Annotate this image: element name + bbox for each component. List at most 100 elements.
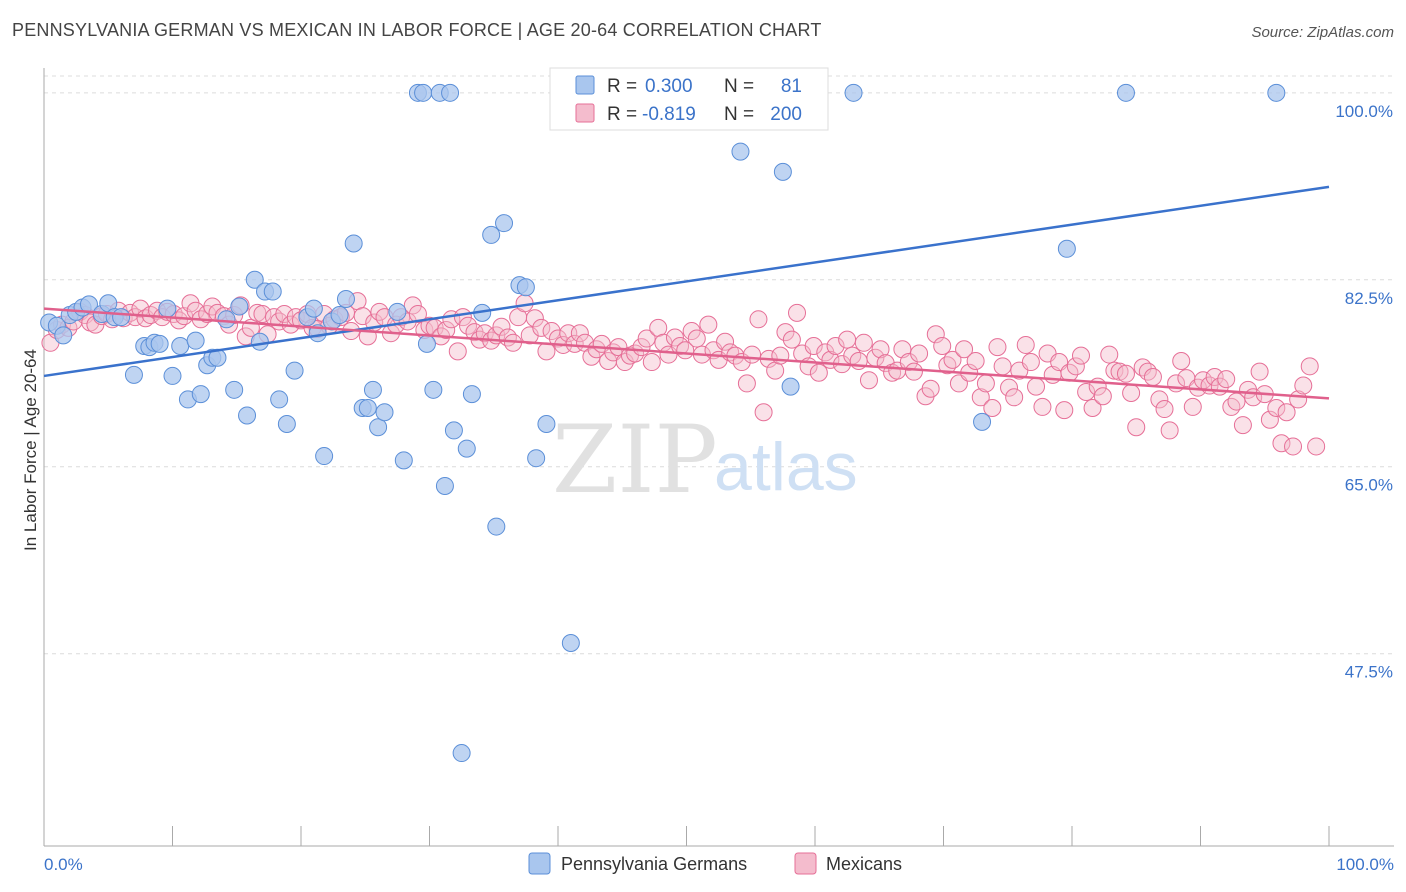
mexicans-point: [859, 371, 878, 390]
mexicans-point: [976, 374, 995, 393]
mexicans-point: [871, 340, 890, 359]
mexicans-point: [955, 340, 974, 359]
mexicans-point: [1000, 378, 1019, 397]
pennsylvania-germans-point: [457, 439, 476, 458]
mexicans-point: [904, 362, 923, 381]
mexicans-point: [1294, 376, 1313, 395]
mexicans-point: [459, 316, 478, 335]
pennsylvania-germans-point: [191, 385, 210, 404]
mexicans-point: [1150, 390, 1169, 409]
pennsylvania-germans-point: [163, 366, 182, 385]
mexicans-point: [248, 303, 267, 322]
mexicans-point: [1083, 398, 1102, 417]
mexicans-point: [637, 329, 656, 348]
pennsylvania-germans-point: [1267, 83, 1286, 102]
pennsylvania-germans-point: [1057, 239, 1076, 258]
pennsylvania-germans-points: [40, 83, 1286, 763]
mexicans-point: [1277, 403, 1296, 422]
mexicans-point: [1155, 400, 1174, 419]
legend-r-value-pink: -0.819: [642, 104, 696, 125]
mexicans-point: [776, 323, 795, 342]
mexicans-point: [809, 363, 828, 382]
legend-n-label-pink: N =: [724, 104, 754, 125]
pennsylvania-germans-point: [217, 310, 236, 329]
mexicans-point: [1027, 377, 1046, 396]
legend-n-value-pink: 200: [770, 104, 802, 125]
mexicans-point: [754, 403, 773, 422]
legend-label-mexicans: Mexicans: [826, 854, 902, 874]
pennsylvania-germans-point: [158, 299, 177, 318]
trend-lines: [43, 185, 1330, 400]
mexicans-point: [926, 325, 945, 344]
mexicans-point: [983, 398, 1002, 417]
mexicans-point: [943, 350, 962, 369]
y-tick-label: 65.0%: [1345, 476, 1393, 495]
pennsylvania-germans-point: [369, 418, 388, 437]
mexicans-point: [910, 344, 929, 363]
x-tick-label-max: 100.0%: [1336, 855, 1394, 874]
axes: [43, 68, 1394, 847]
mexicans-point: [665, 328, 684, 347]
pennsylvania-germans-point: [186, 331, 205, 350]
watermark-zip: ZIP: [552, 406, 718, 515]
pennsylvania-germans-point: [263, 282, 282, 301]
pennsylvania-germans-point: [487, 517, 506, 536]
mexicans-point: [448, 342, 467, 361]
pennsylvania-germans-point: [844, 83, 863, 102]
mexicans-point: [1272, 434, 1291, 453]
mexicans-point: [492, 317, 511, 336]
pennsylvania-germans-point: [344, 234, 363, 253]
mexicans-point: [1172, 351, 1191, 370]
pennsylvania-germans-point: [315, 447, 334, 466]
pennsylvania-germans-point: [973, 412, 992, 431]
y-tick-labels: 100.0% 82.5% 65.0% 47.5%: [1335, 102, 1393, 682]
legend-swatch-blue: [575, 75, 595, 95]
mexicans-point: [1138, 362, 1157, 381]
pennsylvania-germans-point: [250, 332, 269, 351]
legend-correlation: R = 0.300 N = 81 R = -0.819 N = 200: [549, 67, 829, 131]
mexicans-point: [1110, 362, 1129, 381]
mexicans-point: [1071, 346, 1090, 365]
mexicans-point: [1033, 397, 1052, 416]
mexicans-point: [1143, 367, 1162, 386]
mexicans-point: [743, 345, 762, 364]
pennsylvania-germans-point: [414, 83, 433, 102]
y-axis-label-wrap: In Labor Force | Age 20-64: [16, 300, 46, 600]
pennsylvania-germans-point: [495, 214, 514, 233]
mexicans-point: [1160, 421, 1179, 440]
mexicans-point: [1016, 335, 1035, 354]
legend-swatch-pink: [575, 103, 595, 123]
pennsylvania-germans-point: [358, 398, 377, 417]
pennsylvania-germans-point: [245, 270, 264, 289]
pennsylvania-germans-point: [112, 308, 131, 327]
pennsylvania-germans-point: [731, 142, 750, 161]
axis-ticks: [43, 826, 1330, 846]
mexicans-point: [971, 388, 990, 407]
mexicans-point: [1284, 437, 1303, 456]
pennsylvania-germans-point: [452, 744, 471, 763]
mexicans-point: [1307, 437, 1326, 456]
pennsylvania-germans-point: [225, 380, 244, 399]
mexicans-point: [1116, 364, 1135, 383]
mexicans-point: [1093, 387, 1112, 406]
legend-swatch-mexicans: [794, 852, 817, 875]
watermark-atlas: atlas: [714, 429, 858, 505]
y-tick-label: 47.5%: [1345, 663, 1393, 682]
pennsylvania-germans-point: [781, 377, 800, 396]
mexicans-point: [933, 337, 952, 356]
pennsylvania-germans-point: [150, 334, 169, 353]
pennsylvania-germans-point: [537, 415, 556, 434]
mexicans-point: [749, 310, 768, 329]
pennsylvania-germans-point: [330, 306, 349, 325]
mexicans-point: [525, 309, 544, 328]
pennsylvania-germans-point: [285, 361, 304, 380]
mexicans-point: [1260, 410, 1279, 429]
mexicans-point: [403, 296, 422, 315]
pennsylvania-germans-point: [388, 302, 407, 321]
pennsylvania-germans-point: [363, 380, 382, 399]
pennsylvania-germans-point: [482, 225, 501, 244]
pennsylvania-germans-point: [54, 326, 73, 345]
pennsylvania-germans-point: [394, 451, 413, 470]
chart-title: PENNSYLVANIA GERMAN VS MEXICAN IN LABOR …: [12, 20, 822, 40]
